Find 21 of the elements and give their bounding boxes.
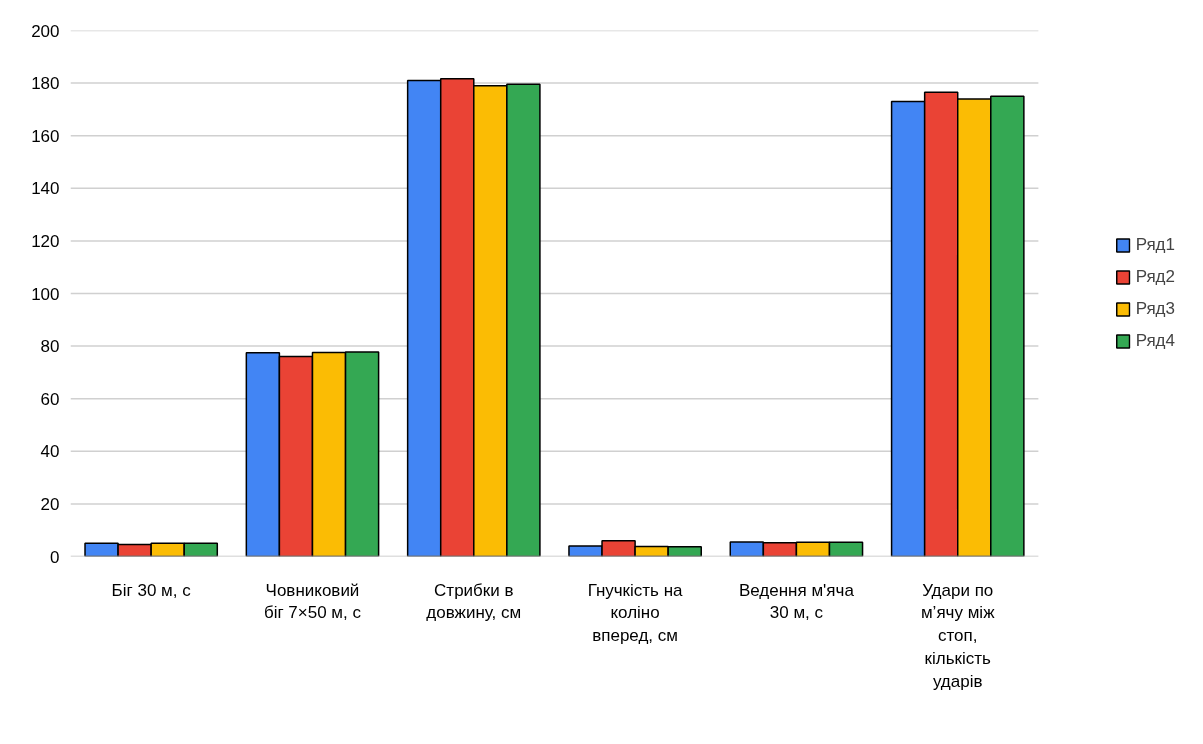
legend-label: Ряд1 bbox=[1135, 235, 1175, 255]
y-tick-label: 0 bbox=[50, 547, 60, 567]
y-tick-label: 120 bbox=[31, 231, 60, 251]
legend-label: Ряд2 bbox=[1135, 267, 1175, 287]
x-tick-label: Гнучкість на коліно вперед, см bbox=[587, 580, 684, 646]
y-tick-label: 20 bbox=[40, 494, 60, 514]
x-tick-label: Удари по м’ячу між стоп, кількість ударів bbox=[920, 580, 996, 691]
y-tick-label: 80 bbox=[40, 337, 60, 357]
x-tick-label: Ведення м'яча 30 м, с bbox=[738, 580, 855, 623]
y-tick-label: 140 bbox=[31, 179, 60, 199]
legend-label: Ряд3 bbox=[1135, 299, 1175, 319]
y-tick-label: 100 bbox=[31, 284, 60, 304]
y-tick-label: 200 bbox=[31, 21, 60, 41]
y-tick-label: 180 bbox=[31, 74, 60, 94]
legend-label: Ряд4 bbox=[1135, 331, 1175, 351]
y-tick-label: 40 bbox=[40, 442, 60, 462]
y-tick-label: 160 bbox=[31, 126, 60, 146]
x-tick-label: Біг 30 м, с bbox=[111, 580, 192, 600]
x-tick-label: Човниковий біг 7×50 м, с bbox=[263, 580, 362, 623]
x-tick-label: Стрибки в довжину, см bbox=[426, 580, 522, 623]
y-tick-label: 60 bbox=[40, 389, 60, 409]
